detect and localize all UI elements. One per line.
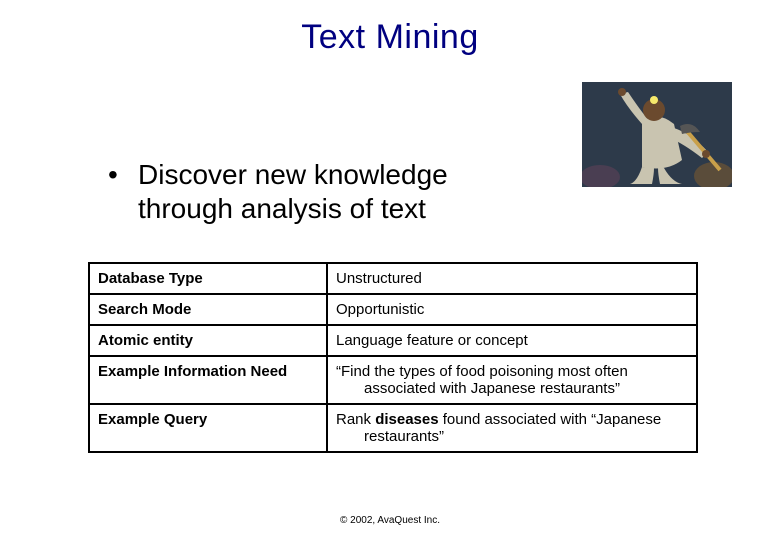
bullet-marker: • (108, 158, 138, 192)
row-label: Atomic entity (89, 325, 327, 356)
row-value: Rank diseases found associated with “Jap… (327, 404, 697, 452)
table-row: Search Mode Opportunistic (89, 294, 697, 325)
bullet-text: Discover new knowledge through analysis … (138, 158, 538, 226)
hand-right (702, 150, 710, 158)
bullet-block: • Discover new knowledge through analysi… (108, 158, 538, 226)
table-row: Database Type Unstructured (89, 263, 697, 294)
row-value: Opportunistic (327, 294, 697, 325)
table-row: Example Information Need “Find the types… (89, 356, 697, 404)
row-value: Unstructured (327, 263, 697, 294)
row-label: Search Mode (89, 294, 327, 325)
miner-svg (582, 82, 732, 187)
headlamp-icon (650, 96, 658, 104)
slide-title: Text Mining (0, 18, 780, 57)
row-label: Example Information Need (89, 356, 327, 404)
attributes-table: Database Type Unstructured Search Mode O… (88, 262, 698, 453)
row-value-text: Rank diseases found associated with “Jap… (336, 411, 688, 445)
row-value: “Find the types of food poisoning most o… (327, 356, 697, 404)
table-row: Atomic entity Language feature or concep… (89, 325, 697, 356)
row-label: Database Type (89, 263, 327, 294)
footer-copyright: © 2002, AvaQuest Inc. (0, 515, 780, 526)
value-bold: diseases (375, 411, 438, 428)
row-value-text: “Find the types of food poisoning most o… (336, 363, 688, 397)
hand-left (618, 88, 626, 96)
miner-illustration (582, 82, 732, 187)
value-pre: Rank (336, 411, 375, 428)
slide-container: Text Mining • Discover new knowledge thr… (0, 0, 780, 540)
bullet-row: • Discover new knowledge through analysi… (108, 158, 538, 226)
row-label: Example Query (89, 404, 327, 452)
row-value: Language feature or concept (327, 325, 697, 356)
table-row: Example Query Rank diseases found associ… (89, 404, 697, 452)
